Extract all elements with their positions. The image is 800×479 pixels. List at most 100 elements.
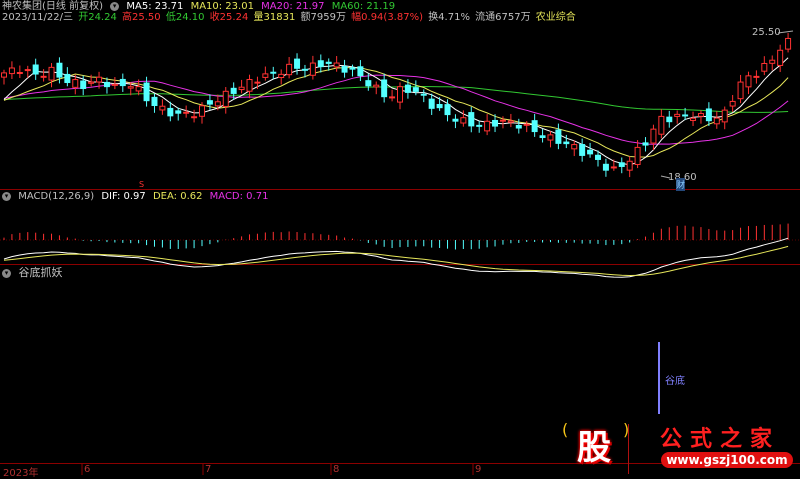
x-tick-9: 9 <box>475 464 482 475</box>
candle-body <box>468 112 475 127</box>
candle-body <box>96 76 103 83</box>
x-tick-year: 2023年 <box>3 468 39 479</box>
candle-body <box>745 75 752 88</box>
candle-body <box>452 118 459 122</box>
candle-body <box>579 144 586 156</box>
candle-body <box>199 105 205 117</box>
ma10-value: MA10: 23.01 <box>190 1 254 12</box>
macd-title[interactable]: MACD(12,26,9) <box>18 191 95 202</box>
candle-body <box>713 117 720 125</box>
candle-body <box>484 120 491 132</box>
divider-main-macd <box>0 189 800 190</box>
candle-body <box>151 96 158 106</box>
candle-body <box>135 86 142 92</box>
low: 低24.10 <box>165 12 205 23</box>
candle-body <box>397 86 403 103</box>
candle-body <box>563 141 570 145</box>
indicator-title[interactable]: 谷底抓妖 <box>18 266 63 279</box>
candle-body <box>175 110 182 114</box>
sector[interactable]: 农业综合 <box>535 12 576 23</box>
logo-text: 公式之家 <box>660 427 781 452</box>
indicator-dropdown-icon[interactable]: ▾ <box>2 268 11 278</box>
candle-body <box>428 98 435 109</box>
x-tick-6: 6 <box>84 464 91 475</box>
candle-body <box>389 96 396 99</box>
stock-title[interactable]: 神农集团(日线 前复权) <box>2 1 103 12</box>
candle-body <box>753 75 760 78</box>
candle-body <box>294 58 301 69</box>
candle-body <box>785 37 792 50</box>
candle-body <box>32 64 39 75</box>
dropdown-icon[interactable]: ▾ <box>110 1 120 11</box>
dif-line <box>3 237 789 278</box>
watermark-logo: 股 ( ) 公式之家 www.gszj100.com <box>560 418 800 475</box>
candle-body <box>531 120 538 133</box>
macd-dif: DIF: 0.97 <box>101 191 146 202</box>
candle-body <box>341 66 348 73</box>
candle-body <box>88 81 95 84</box>
candle-body <box>222 90 229 107</box>
candle-body <box>761 62 768 72</box>
logo-url: www.gszj100.com <box>661 452 793 468</box>
candle-body <box>64 73 71 84</box>
x-axis-line <box>0 463 800 464</box>
candle-body <box>618 162 625 167</box>
candle-body <box>254 81 261 84</box>
close: 收25.24 <box>209 12 249 23</box>
s-marker: S <box>139 180 145 189</box>
x-tick-8: 8 <box>333 464 340 475</box>
candle-body <box>721 109 728 123</box>
ma5-value: MA5: 23.71 <box>126 1 184 12</box>
change: 幅0.94(3.87%) <box>351 12 423 23</box>
amount: 额7959万 <box>300 12 346 23</box>
candle-body <box>571 144 578 150</box>
candle-body <box>119 78 126 87</box>
candle-body <box>420 93 427 96</box>
dea-line <box>3 245 789 277</box>
candle-body <box>48 66 55 81</box>
ma60-value: MA60: 21.19 <box>331 1 396 12</box>
candle-body <box>373 84 380 88</box>
candle-body <box>705 108 712 122</box>
candle-body <box>737 81 744 100</box>
finance-marker[interactable]: 财 <box>676 178 686 191</box>
ma60-line <box>3 85 789 113</box>
candle-body <box>246 79 253 92</box>
high-price-label: 25.50 <box>752 27 781 38</box>
candle-body <box>143 82 150 102</box>
candle-body <box>381 79 388 98</box>
candle-body <box>666 116 673 123</box>
indicator-header: ▾ 谷底抓妖 <box>2 267 67 279</box>
divider-macd-indicator <box>0 264 800 265</box>
macd-dropdown-icon[interactable]: ▾ <box>2 191 11 201</box>
candle-body <box>278 73 285 79</box>
horn-left-icon: ( <box>562 420 569 439</box>
candle-body <box>404 84 411 93</box>
candle-body <box>127 86 134 89</box>
turnover: 换4.71% <box>428 12 470 23</box>
candle-body <box>492 119 499 127</box>
candle-body <box>460 117 467 124</box>
open: 开24.24 <box>78 12 117 23</box>
candle-body <box>539 135 546 138</box>
low-price-label: 18.60 <box>668 172 697 183</box>
logo-char: 股 <box>577 428 611 468</box>
candle-body <box>610 166 617 169</box>
macd-macd: MACD: 0.71 <box>209 191 269 202</box>
candle-body <box>587 149 594 155</box>
candle-body <box>515 124 522 129</box>
candle-body <box>555 129 562 144</box>
candle-body <box>325 61 332 64</box>
header-row-2: 2023/11/22/三 开24.24 高25.50 低24.10 收25.24… <box>2 12 580 24</box>
candle-body <box>357 66 364 77</box>
candle-body <box>159 105 166 111</box>
candle-body <box>674 113 681 117</box>
candle-body <box>634 146 641 165</box>
candle-body <box>286 63 293 76</box>
candle-body <box>317 60 324 68</box>
candle-body <box>238 86 245 91</box>
candle-body <box>230 87 237 94</box>
high: 高25.50 <box>122 12 161 23</box>
candle-body <box>602 163 609 171</box>
